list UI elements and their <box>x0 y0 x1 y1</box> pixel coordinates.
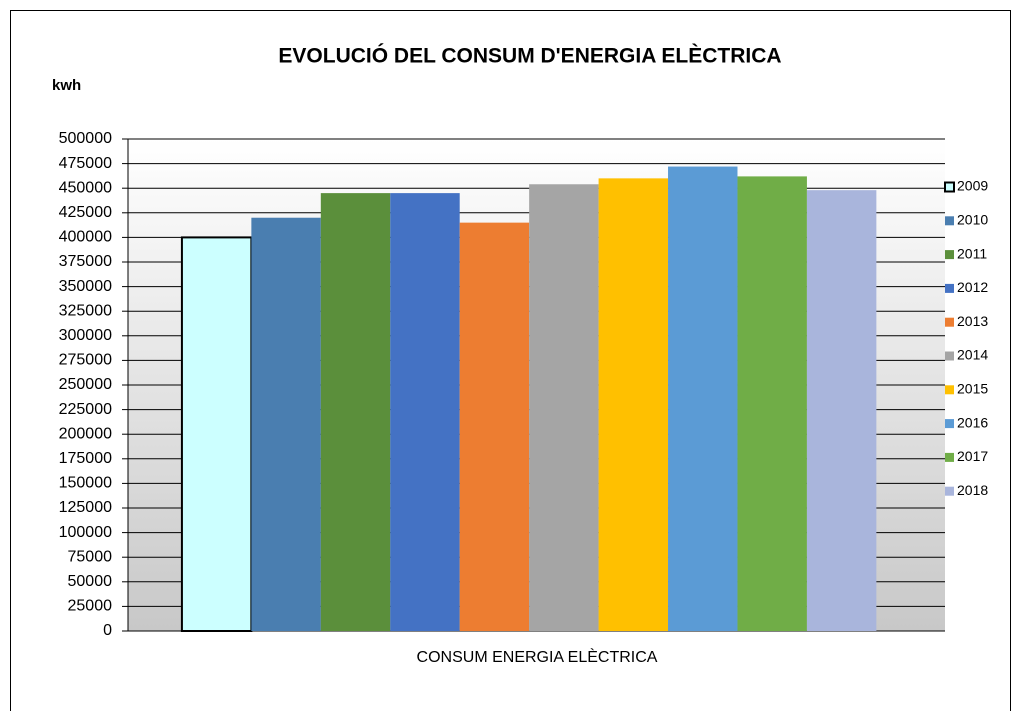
bar <box>390 193 460 631</box>
legend-label: 2014 <box>957 347 988 363</box>
legend-swatch <box>944 181 955 193</box>
legend-swatch <box>945 452 954 462</box>
y-tick-label: 100000 <box>59 524 112 541</box>
y-tick-label: 225000 <box>59 401 112 418</box>
y-axis-label: kwh <box>52 77 81 94</box>
bar <box>668 166 738 631</box>
y-tick-label: 175000 <box>59 450 112 467</box>
x-axis-label: CONSUM ENERGIA ELÈCTRICA <box>417 647 658 666</box>
y-tick-label: 0 <box>103 622 112 639</box>
y-tick-label: 375000 <box>59 253 112 270</box>
y-tick-label: 75000 <box>68 548 113 565</box>
legend-label: 2010 <box>957 212 988 228</box>
bar <box>180 236 253 632</box>
legend-swatch <box>945 419 954 429</box>
legend-swatch <box>945 486 954 496</box>
y-tick-label: 150000 <box>59 475 112 492</box>
legend-swatch <box>945 216 954 226</box>
bar <box>737 176 807 631</box>
y-tick-label: 50000 <box>68 573 113 590</box>
y-tick-label: 350000 <box>59 278 112 295</box>
y-tick-label: 250000 <box>59 376 112 393</box>
legend-swatch <box>945 317 954 327</box>
y-tick-label: 475000 <box>59 155 112 172</box>
legend-swatch <box>945 283 954 293</box>
bar <box>806 190 877 631</box>
legend-swatch <box>945 250 954 260</box>
bar <box>529 184 599 631</box>
legend-label: 2015 <box>957 381 988 397</box>
chart-border <box>10 10 1011 711</box>
legend-label: 2016 <box>957 414 988 430</box>
bar <box>459 222 530 631</box>
legend-label: 2017 <box>957 448 988 464</box>
bar <box>251 217 321 631</box>
legend-label: 2011 <box>957 245 987 261</box>
legend-swatch <box>945 385 954 395</box>
y-tick-label: 25000 <box>68 598 113 615</box>
y-tick-label: 450000 <box>59 179 112 196</box>
y-tick-label: 275000 <box>59 352 112 369</box>
y-tick-label: 500000 <box>59 130 112 147</box>
y-tick-label: 325000 <box>59 302 112 319</box>
y-tick-label: 125000 <box>59 499 112 516</box>
legend-label: 2013 <box>957 313 988 329</box>
bar <box>598 178 669 632</box>
y-tick-label: 425000 <box>59 204 112 221</box>
y-tick-label: 400000 <box>59 229 112 246</box>
bar <box>320 193 391 631</box>
legend-swatch <box>945 351 954 361</box>
chart-title: EVOLUCIÓ DEL CONSUM D'ENERGIA ELÈCTRICA <box>278 44 781 68</box>
y-tick-label: 300000 <box>59 327 112 344</box>
legend-label: 2009 <box>957 178 988 194</box>
y-tick-label: 200000 <box>59 425 112 442</box>
legend-label: 2012 <box>957 279 988 295</box>
legend-label: 2018 <box>957 482 988 498</box>
